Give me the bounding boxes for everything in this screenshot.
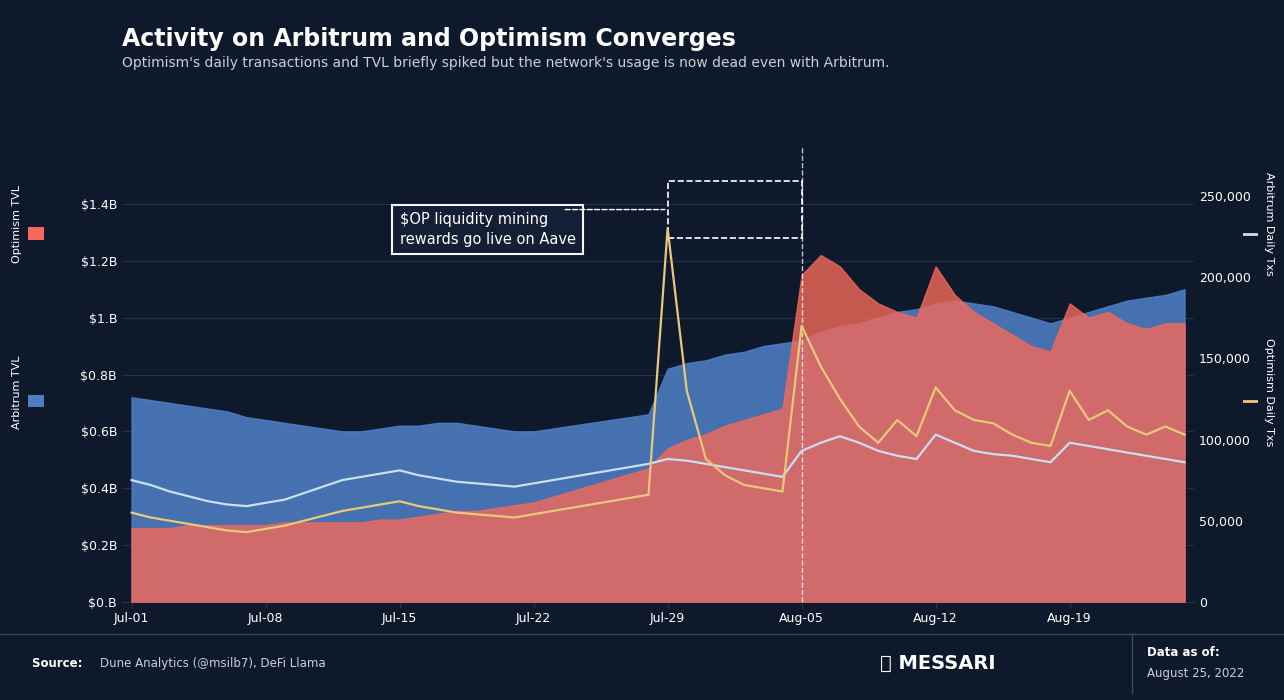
Text: $OP liquidity mining
rewards go live on Aave: $OP liquidity mining rewards go live on … [399,212,575,247]
Text: August 25, 2022: August 25, 2022 [1147,667,1244,680]
Text: Arbitrum Daily Txs: Arbitrum Daily Txs [1263,172,1274,276]
Text: ⧁ MESSARI: ⧁ MESSARI [880,654,995,673]
Text: Optimism's daily transactions and TVL briefly spiked but the network's usage is : Optimism's daily transactions and TVL br… [122,56,890,70]
Text: Dune Analytics (@msilb7), DeFi Llama: Dune Analytics (@msilb7), DeFi Llama [100,657,326,670]
Text: Source:: Source: [32,657,87,670]
Text: Optimism TVL: Optimism TVL [12,185,22,263]
Text: Activity on Arbitrum and Optimism Converges: Activity on Arbitrum and Optimism Conver… [122,27,736,50]
Text: Optimism Daily Txs: Optimism Daily Txs [1263,338,1274,446]
Text: Data as of:: Data as of: [1147,646,1220,659]
Bar [668,181,801,238]
Text: Arbitrum TVL: Arbitrum TVL [12,356,22,428]
